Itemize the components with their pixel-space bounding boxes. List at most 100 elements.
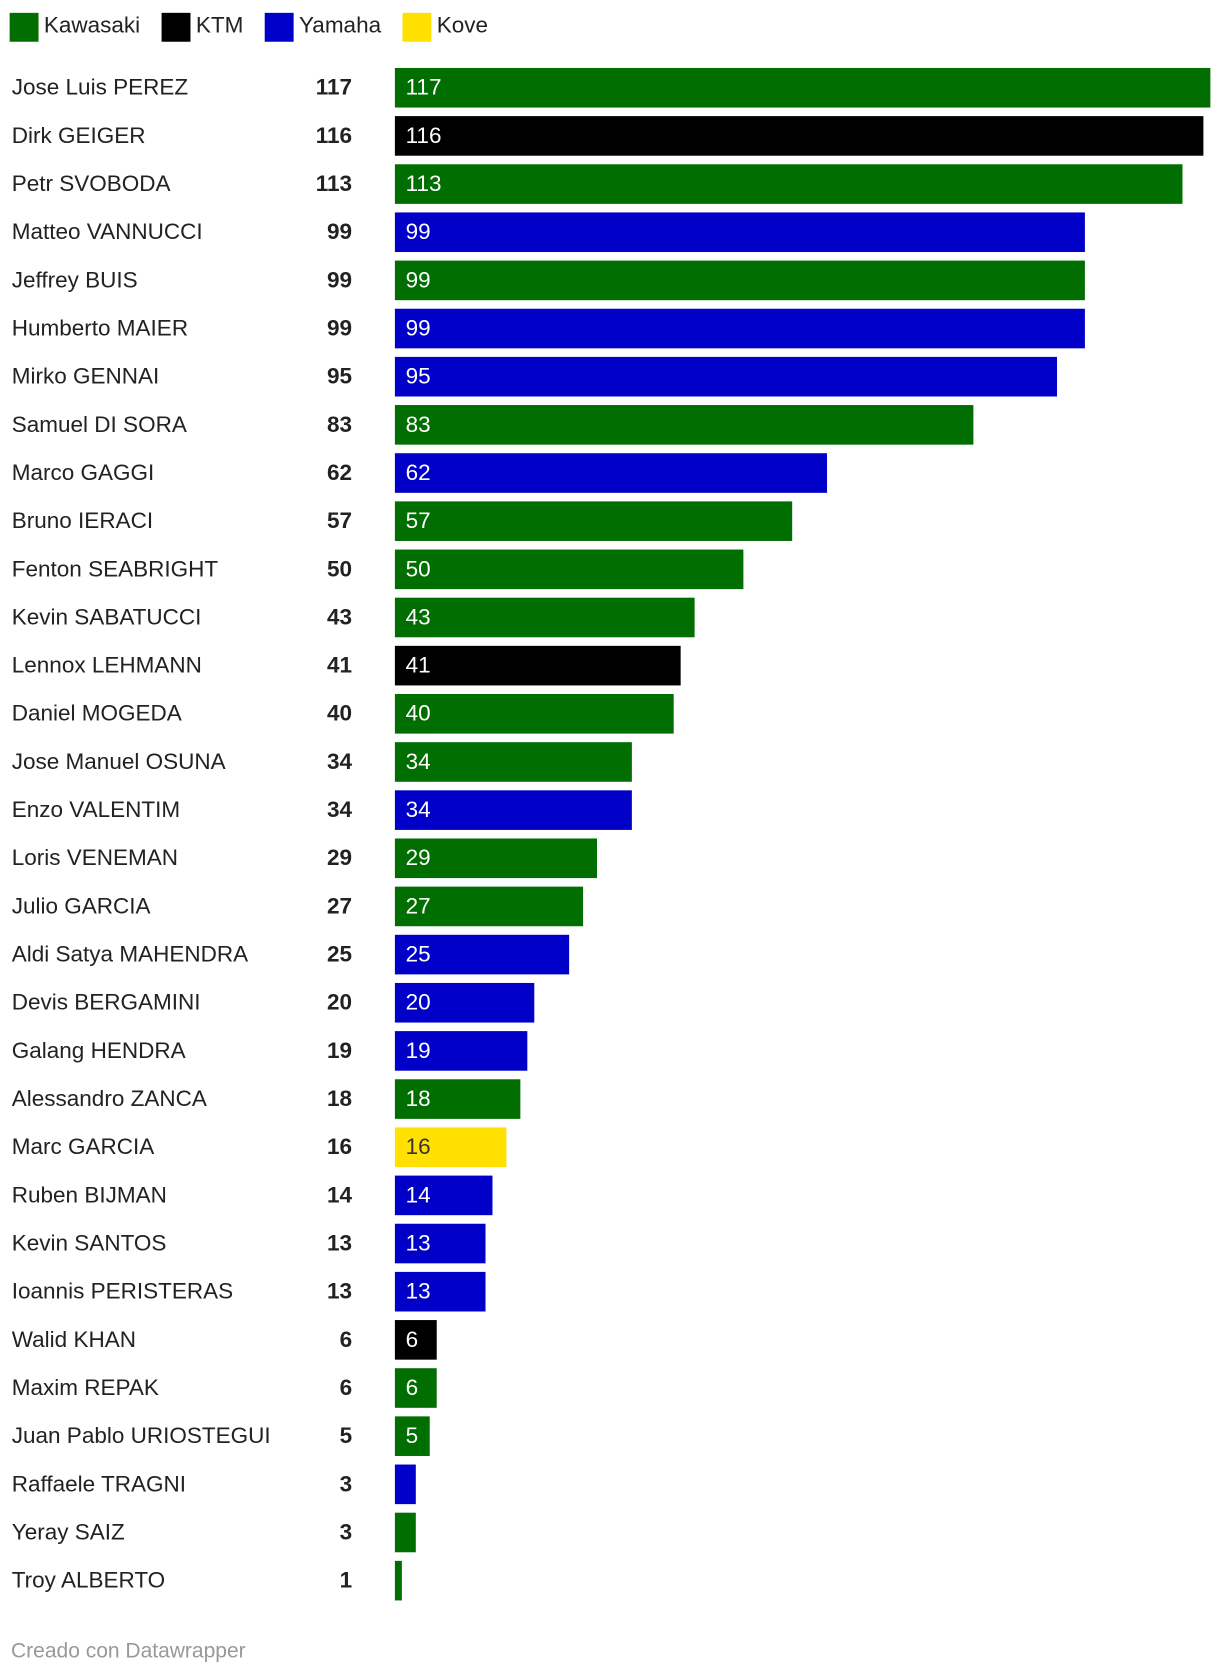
- bar-value-label: 62: [406, 460, 431, 485]
- row-value: 19: [327, 1038, 352, 1063]
- bar-value-label: 99: [406, 219, 431, 244]
- bar-value-label: 95: [406, 364, 431, 389]
- bar-value-label: 6: [406, 1327, 419, 1352]
- bar-value-label: 29: [406, 845, 431, 870]
- bar: [394, 694, 674, 734]
- legend-label: KTM: [196, 13, 244, 38]
- row-value: 6: [340, 1375, 353, 1400]
- bar-value-label: 41: [406, 653, 431, 678]
- bar: [394, 1560, 402, 1601]
- row-label: Kevin SABATUCCI: [12, 604, 202, 629]
- row-label: Marc GARCIA: [12, 1134, 155, 1159]
- row-label: Matteo VANNUCCI: [12, 219, 203, 244]
- row-value: 95: [327, 364, 352, 389]
- bar: [394, 1416, 430, 1456]
- bar-value-label: 5: [406, 1423, 419, 1448]
- row-value: 40: [327, 701, 352, 726]
- row-value: 13: [327, 1279, 352, 1304]
- bar-value-label: 6: [406, 1375, 419, 1400]
- legend-swatch: [9, 12, 39, 42]
- row-value: 116: [316, 123, 352, 148]
- row-value: 50: [327, 556, 352, 581]
- legend-label: Kove: [437, 13, 488, 38]
- row-value: 99: [327, 219, 352, 244]
- bar: [394, 1512, 416, 1553]
- row-value: 43: [327, 604, 352, 629]
- legend-label: Yamaha: [299, 13, 382, 38]
- bar-value-label: 99: [406, 315, 431, 340]
- bar: [394, 1271, 486, 1312]
- legend-swatch: [264, 12, 294, 42]
- bar: [394, 1320, 437, 1360]
- bar-value-label: 20: [406, 990, 431, 1015]
- row-value: 34: [327, 749, 353, 774]
- bar: [394, 308, 1085, 349]
- row-value: 113: [316, 171, 352, 196]
- bar: [394, 405, 974, 445]
- bar: [394, 164, 1183, 204]
- bar-value-label: 13: [406, 1230, 431, 1255]
- bar: [394, 501, 793, 541]
- bar-value-label: 19: [406, 1038, 431, 1063]
- row-label: Marco GAGGI: [12, 460, 155, 485]
- row-value: 57: [327, 508, 352, 533]
- row-label: Troy ALBERTO: [12, 1568, 165, 1593]
- bar: [394, 838, 598, 879]
- bar: [394, 1368, 437, 1408]
- bar: [394, 1031, 528, 1071]
- bar: [394, 1175, 493, 1216]
- bar-value-label: 99: [406, 267, 431, 292]
- row-value: 27: [327, 893, 352, 918]
- bar: [394, 212, 1085, 253]
- row-label: Humberto MAIER: [12, 315, 188, 340]
- row-label: Samuel DI SORA: [12, 412, 187, 437]
- bar-value-label: 25: [406, 942, 431, 967]
- row-label: Lennox LEHMANN: [12, 653, 202, 678]
- row-label: Daniel MOGEDA: [12, 701, 182, 726]
- bar: [394, 645, 681, 686]
- row-value: 14: [327, 1182, 353, 1207]
- bar: [394, 260, 1085, 301]
- row-label: Jose Luis PEREZ: [12, 75, 189, 100]
- bar-value-label: 117: [406, 75, 442, 100]
- row-value: 25: [327, 942, 352, 967]
- row-value: 99: [327, 315, 352, 340]
- bar-value-label: 16: [406, 1134, 431, 1159]
- bar: [394, 934, 570, 975]
- row-label: Yeray SAIZ: [12, 1519, 125, 1544]
- row-value: 41: [327, 653, 352, 678]
- row-value: 1: [340, 1568, 353, 1593]
- bar-value-label: 34: [406, 797, 431, 822]
- row-label: Ruben BIJMAN: [12, 1182, 167, 1207]
- bar-value-label: 83: [406, 412, 431, 437]
- row-label: Raffaele TRAGNI: [12, 1471, 186, 1496]
- row-label: Kevin SANTOS: [12, 1230, 167, 1255]
- row-label: Maxim REPAK: [12, 1375, 159, 1400]
- row-value: 29: [327, 845, 352, 870]
- bar-value-label: 50: [406, 556, 431, 581]
- bar: [394, 742, 632, 782]
- row-label: Galang HENDRA: [12, 1038, 186, 1063]
- row-value: 6: [340, 1327, 353, 1352]
- row-value: 3: [340, 1471, 353, 1496]
- row-label: Dirk GEIGER: [12, 123, 146, 148]
- bar: [394, 1079, 521, 1119]
- row-value: 117: [316, 75, 352, 100]
- row-label: Juan Pablo URIOSTEGUI: [12, 1423, 271, 1448]
- bar: [394, 597, 695, 638]
- bar: [394, 356, 1058, 397]
- bar: [394, 1464, 416, 1505]
- row-value: 83: [327, 412, 352, 437]
- legend-swatch: [161, 12, 191, 42]
- bar: [394, 1223, 486, 1264]
- row-value: 5: [340, 1423, 353, 1448]
- row-value: 16: [327, 1134, 352, 1159]
- bar-value-label: 27: [406, 893, 431, 918]
- bar: [394, 790, 632, 830]
- bar: [394, 549, 744, 590]
- row-value: 99: [327, 267, 352, 292]
- row-label: Bruno IERACI: [12, 508, 153, 533]
- row-label: Jose Manuel OSUNA: [12, 749, 226, 774]
- row-value: 3: [340, 1519, 353, 1544]
